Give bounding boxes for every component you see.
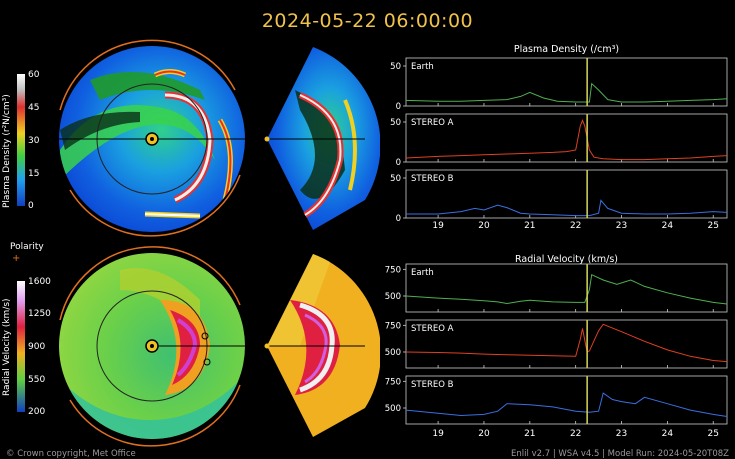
series-line	[405, 323, 728, 363]
svg-text:15: 15	[28, 169, 39, 179]
svg-text:200: 200	[28, 407, 45, 417]
y-tick-label: 50	[390, 174, 401, 184]
density-colorbar	[17, 74, 25, 206]
series-line	[405, 392, 728, 417]
panel-earth: 750 500 Earth	[385, 263, 728, 313]
svg-text:60: 60	[28, 70, 40, 80]
series-line	[405, 273, 728, 305]
x-tick-label: 21	[524, 429, 535, 439]
svg-text:0: 0	[28, 201, 34, 211]
polarity-symbol: +	[12, 253, 20, 264]
panel-label: STEREO A	[411, 324, 454, 334]
copyright-notice: © Crown copyright, Met Office	[6, 449, 136, 459]
y-tick-label: 500	[385, 292, 401, 302]
x-tick-label: 24	[662, 429, 674, 439]
panel-label: Earth	[411, 268, 434, 278]
panel-label: Earth	[411, 62, 434, 72]
panel-frame	[405, 263, 728, 313]
panel-stereo-b: 750 500 STEREO B	[385, 375, 728, 425]
panel-frame	[405, 113, 728, 163]
panel-label: STEREO B	[411, 174, 454, 184]
velocity-colorbar	[17, 281, 25, 412]
panel-frame	[405, 169, 728, 219]
panel-frame	[405, 375, 728, 425]
velocity-map	[59, 246, 246, 447]
density-wedge-map	[264, 47, 380, 230]
svg-text:1250: 1250	[28, 309, 51, 319]
panel-label: STEREO B	[411, 380, 454, 390]
density-map	[57, 39, 246, 237]
svg-text:550: 550	[28, 375, 45, 385]
heliosphere-maps: 60 45 30 15 0	[10, 39, 380, 447]
polarity-label: Polarity	[10, 242, 44, 252]
model-run-info: Enlil v2.7 | WSA v4.5 | Model Run: 2024-…	[511, 449, 729, 459]
density-colorbar-ticks: 60 45 30 15 0	[28, 70, 40, 211]
panel-stereo-b: 50 0 STEREO B	[390, 169, 728, 224]
x-tick-label: 25	[708, 429, 719, 439]
x-tick-label: 25	[708, 221, 719, 231]
panel-earth: 50 0 Earth	[390, 57, 728, 112]
y-tick-label: 0	[396, 214, 401, 224]
x-tick-label: 19	[432, 429, 444, 439]
panel-stereo-a: 50 0 STEREO A	[390, 113, 728, 168]
y-tick-label: 750	[385, 265, 401, 275]
series-line	[405, 82, 728, 103]
panel-label: STEREO A	[411, 118, 454, 128]
y-tick-label: 0	[396, 102, 401, 112]
svg-text:30: 30	[28, 136, 40, 146]
x-tick-label: 20	[478, 221, 490, 231]
x-tick-label: 23	[616, 429, 627, 439]
panel-frame	[405, 319, 728, 369]
panel-stereo-a: 750 500 STEREO A	[385, 319, 728, 369]
svg-text:900: 900	[28, 342, 45, 352]
series-line	[406, 199, 728, 217]
y-tick-label: 50	[390, 118, 401, 128]
x-tick-label: 23	[616, 221, 627, 231]
x-tick-label: 21	[524, 221, 535, 231]
velocity-wedge-map	[264, 254, 380, 437]
x-tick-label: 19	[432, 221, 444, 231]
timestamp-title: 2024-05-22 06:00:00	[261, 10, 474, 32]
chart-title: Plasma Density (/cm³)	[514, 44, 619, 55]
x-tick-label: 22	[570, 429, 581, 439]
series-line	[405, 119, 728, 161]
y-tick-label: 0	[396, 158, 401, 168]
svg-text:1600: 1600	[28, 277, 51, 287]
y-tick-label: 50	[390, 62, 401, 72]
x-tick-label: 24	[662, 221, 674, 231]
x-tick-label: 22	[570, 221, 581, 231]
panel-frame	[405, 57, 728, 107]
chart-title: Radial Velocity (km/s)	[515, 254, 618, 265]
y-tick-label: 500	[385, 404, 401, 414]
velocity-colorbar-ticks: 1600 1250 900 550 200	[28, 277, 51, 417]
y-tick-label: 500	[385, 348, 401, 358]
svg-text:45: 45	[28, 103, 39, 113]
y-tick-label: 750	[385, 321, 401, 331]
x-tick-label: 20	[478, 429, 490, 439]
y-tick-label: 750	[385, 377, 401, 387]
